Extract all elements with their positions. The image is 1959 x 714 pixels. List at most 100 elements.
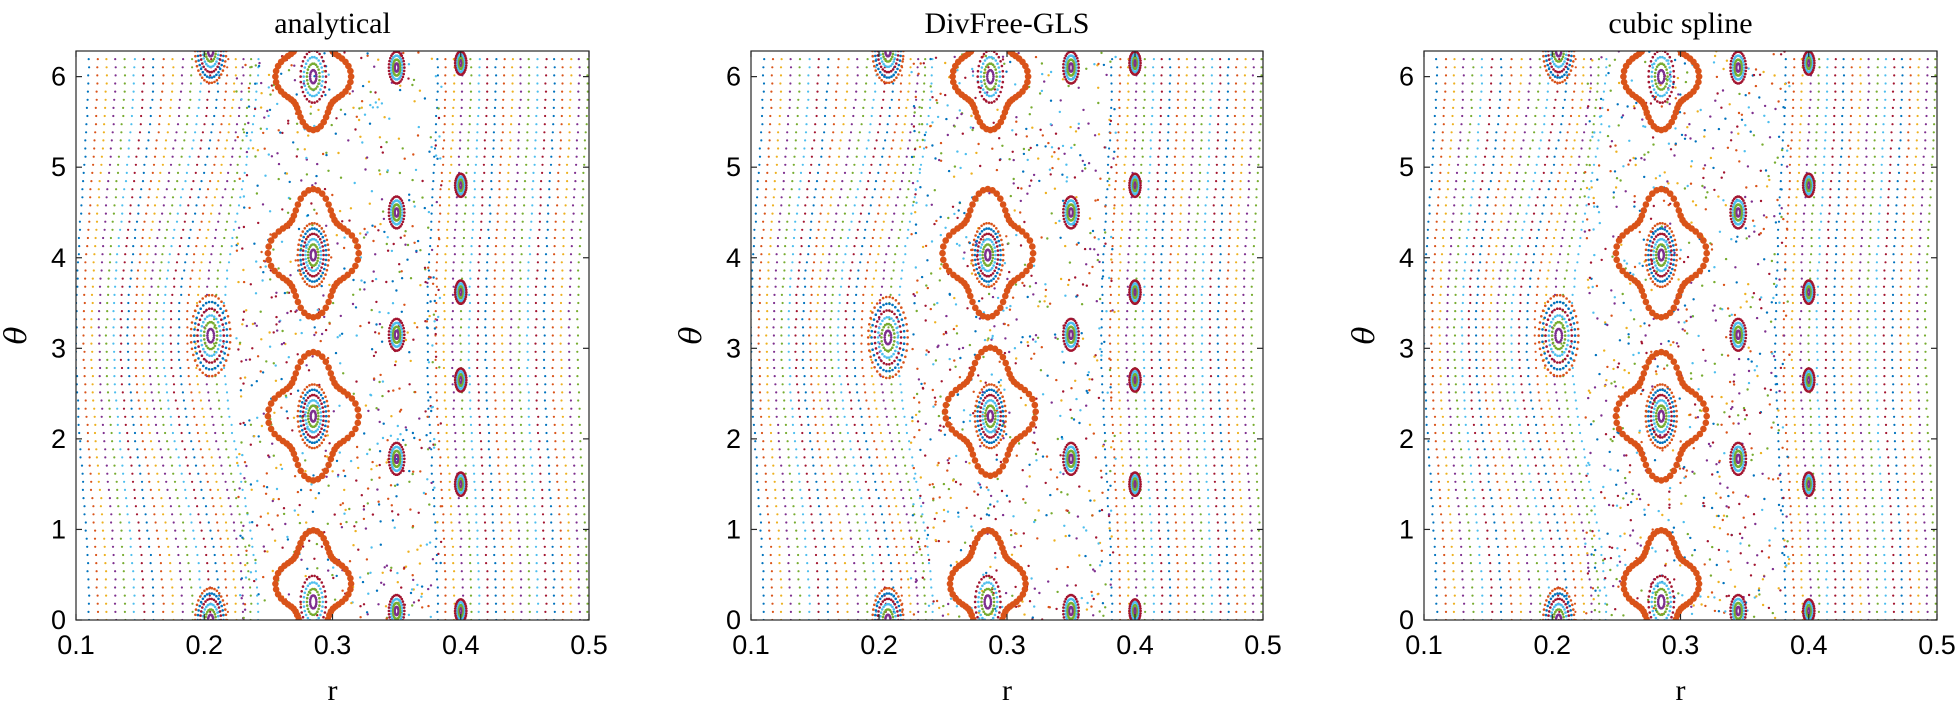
poincare-point [518, 545, 521, 548]
poincare-point [134, 310, 137, 313]
island-point [222, 30, 225, 33]
poincare-point [463, 212, 467, 215]
island-point [216, 21, 219, 24]
poincare-point [471, 448, 474, 451]
poincare-point [149, 562, 152, 565]
poincare-point [496, 220, 499, 223]
poincare-point [280, 72, 283, 76]
poincare-point [531, 464, 534, 467]
poincare-point [238, 513, 241, 516]
poincare-point [224, 293, 227, 296]
poincare-point [244, 497, 247, 500]
island-point [305, 385, 309, 389]
poincare-point [400, 310, 403, 313]
poincare-point [551, 545, 554, 548]
poincare-point [127, 301, 130, 305]
island-point [216, 34, 219, 37]
island-point [208, 347, 211, 351]
poincare-point [224, 285, 227, 288]
poincare-point [435, 399, 438, 402]
poincare-point [219, 253, 222, 256]
poincare-point [125, 171, 128, 174]
poincare-point [164, 147, 167, 150]
poincare-point [142, 66, 145, 69]
poincare-point [202, 415, 205, 418]
poincare-point [444, 602, 447, 605]
poincare-point [478, 602, 481, 605]
poincare-point [266, 109, 269, 113]
island-point [221, 357, 225, 360]
poincare-point [400, 586, 403, 589]
poincare-point [484, 326, 487, 329]
poincare-point [241, 66, 244, 69]
poincare-point [317, 492, 321, 495]
poincare-point [448, 480, 451, 483]
island-point [205, 37, 208, 40]
poincare-point [91, 383, 94, 386]
poincare-point [324, 93, 327, 97]
poincare-point [108, 497, 111, 500]
poincare-point [213, 553, 216, 557]
poincare-point [149, 488, 152, 491]
poincare-point [576, 350, 579, 353]
poincare-point [378, 310, 381, 314]
poincare-point [218, 456, 221, 459]
poincare-point [185, 545, 188, 548]
poincare-point [140, 342, 143, 345]
poincare-point [259, 370, 262, 373]
poincare-point [438, 464, 442, 467]
poincare-point [407, 613, 411, 617]
poincare-point [578, 423, 581, 426]
poincare-point [544, 253, 548, 256]
island-point [316, 250, 320, 254]
poincare-point [91, 391, 94, 394]
poincare-point [168, 114, 171, 118]
island-point [307, 85, 311, 88]
island-point [316, 610, 319, 613]
poincare-point [151, 269, 154, 272]
island-point [223, 64, 226, 68]
poincare-point [553, 423, 556, 426]
poincare-point [120, 310, 123, 313]
poincare-point [523, 204, 526, 207]
poincare-point [266, 550, 269, 553]
poincare-point [216, 391, 219, 394]
poincare-point [386, 169, 389, 172]
island-point [315, 228, 319, 231]
poincare-point [193, 253, 196, 256]
poincare-point [208, 399, 211, 402]
poincare-point [247, 147, 250, 150]
poincare-point [136, 448, 139, 451]
island-point [201, 606, 204, 609]
island-point [197, 30, 200, 33]
poincare-point [320, 284, 323, 288]
poincare-point [504, 228, 507, 231]
poincare-point [544, 610, 547, 614]
poincare-point [111, 220, 114, 223]
poincare-point [412, 200, 416, 203]
island-point [299, 606, 303, 609]
poincare-point [493, 358, 496, 361]
poincare-point [536, 82, 539, 85]
poincare-point [453, 570, 456, 573]
poincare-point [571, 220, 574, 223]
island-point [203, 341, 207, 345]
poincare-point [280, 377, 283, 381]
island-point [320, 227, 324, 230]
poincare-point [444, 261, 448, 264]
poincare-point [114, 66, 117, 69]
poincare-point [320, 332, 324, 336]
poincare-point [212, 423, 215, 426]
poincare-point [156, 537, 160, 540]
poincare-point [81, 196, 84, 199]
poincare-point [232, 570, 235, 573]
poincare-point [304, 470, 307, 473]
poincare-point [371, 106, 375, 109]
island-point [202, 347, 205, 351]
island-point [194, 624, 197, 627]
poincare-point [97, 326, 100, 329]
island-point [197, 599, 200, 602]
poincare-point [127, 293, 130, 296]
poincare-point [427, 210, 431, 214]
poincare-point [207, 521, 210, 524]
